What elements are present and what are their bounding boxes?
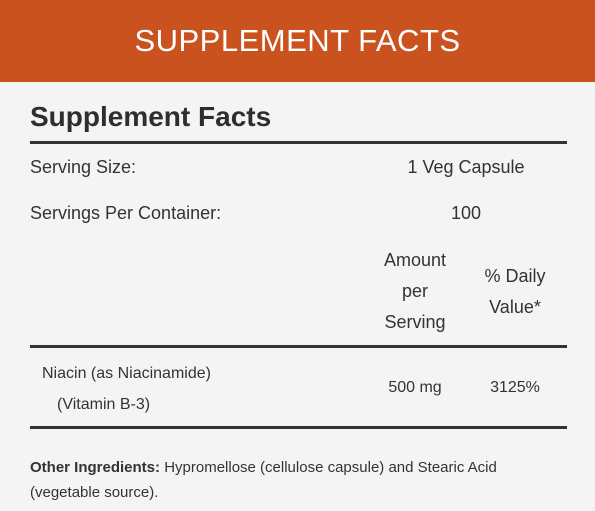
other-ingredients: Other Ingredients: Hypromellose (cellulo… — [30, 455, 570, 505]
nutrient-subname: (Vitamin B-3) — [57, 396, 151, 413]
column-header: Amount per Serving — [383, 250, 447, 332]
serving-size-value: 1 Veg Capsule — [407, 157, 525, 177]
panel-title: Supplement Facts — [30, 101, 272, 132]
rule — [30, 426, 567, 429]
column-header: % Daily Value* — [484, 266, 546, 317]
rule — [30, 345, 567, 348]
servings-label: Servings Per Container: — [30, 203, 222, 223]
nutrient-daily-value: 3125% — [490, 379, 540, 396]
other-ingredients-label: Other Ingredients: — [30, 459, 161, 476]
rule — [30, 141, 567, 144]
other-ingredients-text: Hypromellose (cellulose capsule) and Ste… — [30, 459, 497, 501]
servings-value: 100 — [450, 203, 482, 223]
nutrient-name: Niacin (as Niacinamide) — [42, 365, 211, 382]
serving-size-label: Serving Size: — [30, 157, 137, 177]
nutrient-amount: 500 mg — [388, 379, 442, 396]
header-band: SUPPLEMENT FACTS — [0, 0, 595, 82]
header-title: SUPPLEMENT FACTS — [134, 23, 461, 58]
